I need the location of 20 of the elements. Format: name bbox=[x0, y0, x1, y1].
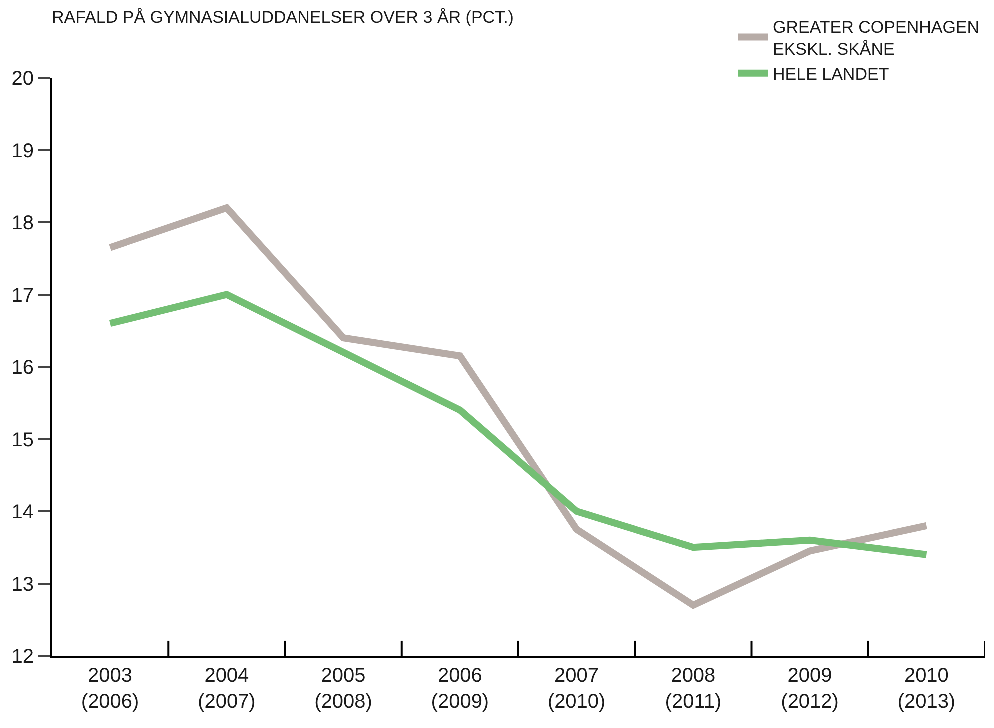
x-tick-label: 2007 (2010) bbox=[548, 665, 606, 713]
y-tick-label: 19 bbox=[12, 140, 34, 162]
x-tick-label: 2009 (2012) bbox=[781, 665, 839, 713]
x-tick-label: 2004 (2007) bbox=[198, 665, 256, 713]
y-tick-label: 13 bbox=[12, 574, 34, 596]
y-tick-label: 18 bbox=[12, 212, 34, 234]
x-tick-label: 2005 (2008) bbox=[314, 665, 372, 713]
x-tick-label: 2006 (2009) bbox=[431, 665, 490, 713]
y-tick-label: 20 bbox=[12, 68, 34, 90]
y-tick-label: 14 bbox=[12, 502, 34, 524]
chart-title: RAFALD PÅ GYMNASIALUDDANELSER OVER 3 ÅR (PCT.) bbox=[52, 8, 514, 27]
x-tick-label: 2003 (2006) bbox=[81, 665, 140, 713]
y-tick-label: 12 bbox=[12, 646, 34, 668]
legend-label: HELE LANDET bbox=[773, 65, 890, 84]
y-tick-label: 15 bbox=[12, 429, 34, 452]
x-tick-label: 2008 (2011) bbox=[665, 665, 722, 713]
y-tick-label: 16 bbox=[12, 357, 34, 379]
y-tick-label: 17 bbox=[12, 284, 34, 307]
x-tick-label: 2010 (2013) bbox=[898, 665, 956, 713]
legend-label: GREATER COPENHAGEN EKSKL. SKÅNE bbox=[773, 18, 980, 59]
